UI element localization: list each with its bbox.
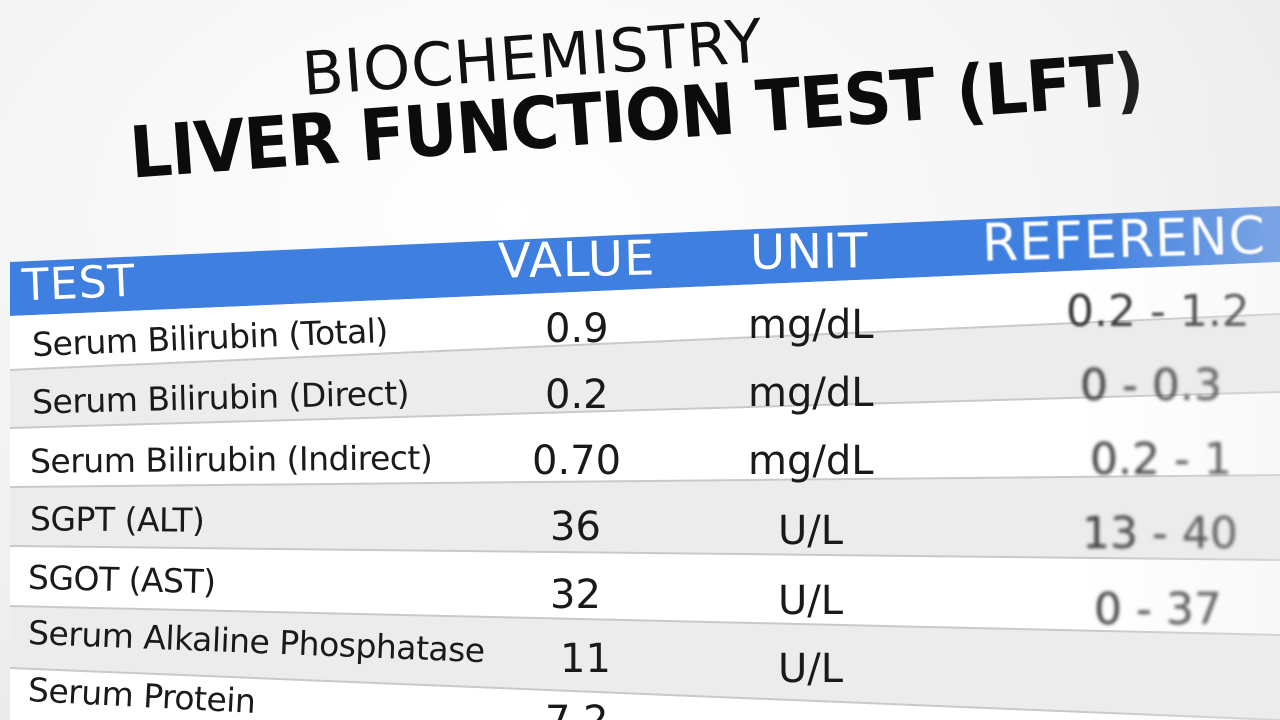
- row-band-3: [10, 392, 1280, 487]
- header-test: TEST: [20, 255, 137, 312]
- header-unit: UNIT: [749, 223, 869, 281]
- row4-unit: U/L: [778, 508, 844, 554]
- header-value: VALUE: [497, 230, 656, 290]
- row-divider: [9, 474, 1280, 488]
- row2-reference: 0 - 0.3: [1080, 360, 1222, 411]
- row-band-2: [10, 314, 1280, 428]
- row3-value: 0.70: [532, 438, 622, 484]
- row1-unit: mg/dL: [748, 302, 874, 348]
- row2-unit: mg/dL: [748, 370, 874, 416]
- row-divider: [9, 667, 1280, 720]
- row3-reference: 0.2 - 1: [1090, 434, 1232, 485]
- row5-reference: 0 - 37: [1094, 584, 1222, 635]
- row-band-4: [10, 475, 1280, 560]
- row-band-1: [10, 262, 1280, 370]
- row4-value: 36: [550, 504, 601, 550]
- row1-value: 0.9: [545, 306, 609, 352]
- row5-value: 32: [550, 572, 601, 618]
- header-band: [10, 206, 1280, 316]
- row4-test: SGPT (ALT): [29, 499, 205, 540]
- row-divider: [9, 545, 1280, 561]
- row1-reference: 0.2 - 1.2: [1066, 286, 1250, 337]
- header-reference: REFERENC: [981, 206, 1267, 274]
- row6-value: 11: [560, 636, 611, 682]
- row4-reference: 13 - 40: [1082, 508, 1238, 559]
- row-divider: [9, 605, 1280, 636]
- row5-unit: U/L: [778, 578, 844, 624]
- row2-value: 0.2: [545, 372, 609, 418]
- row6-unit: U/L: [778, 646, 844, 692]
- row5-test: SGOT (AST): [27, 557, 217, 602]
- row-divider: [9, 313, 1280, 371]
- row-band-6: [10, 606, 1280, 720]
- row3-test: Serum Bilirubin (Indirect): [29, 438, 433, 481]
- row3-unit: mg/dL: [748, 438, 874, 484]
- row7-value: 7.2: [545, 698, 609, 720]
- row-divider: [9, 391, 1280, 429]
